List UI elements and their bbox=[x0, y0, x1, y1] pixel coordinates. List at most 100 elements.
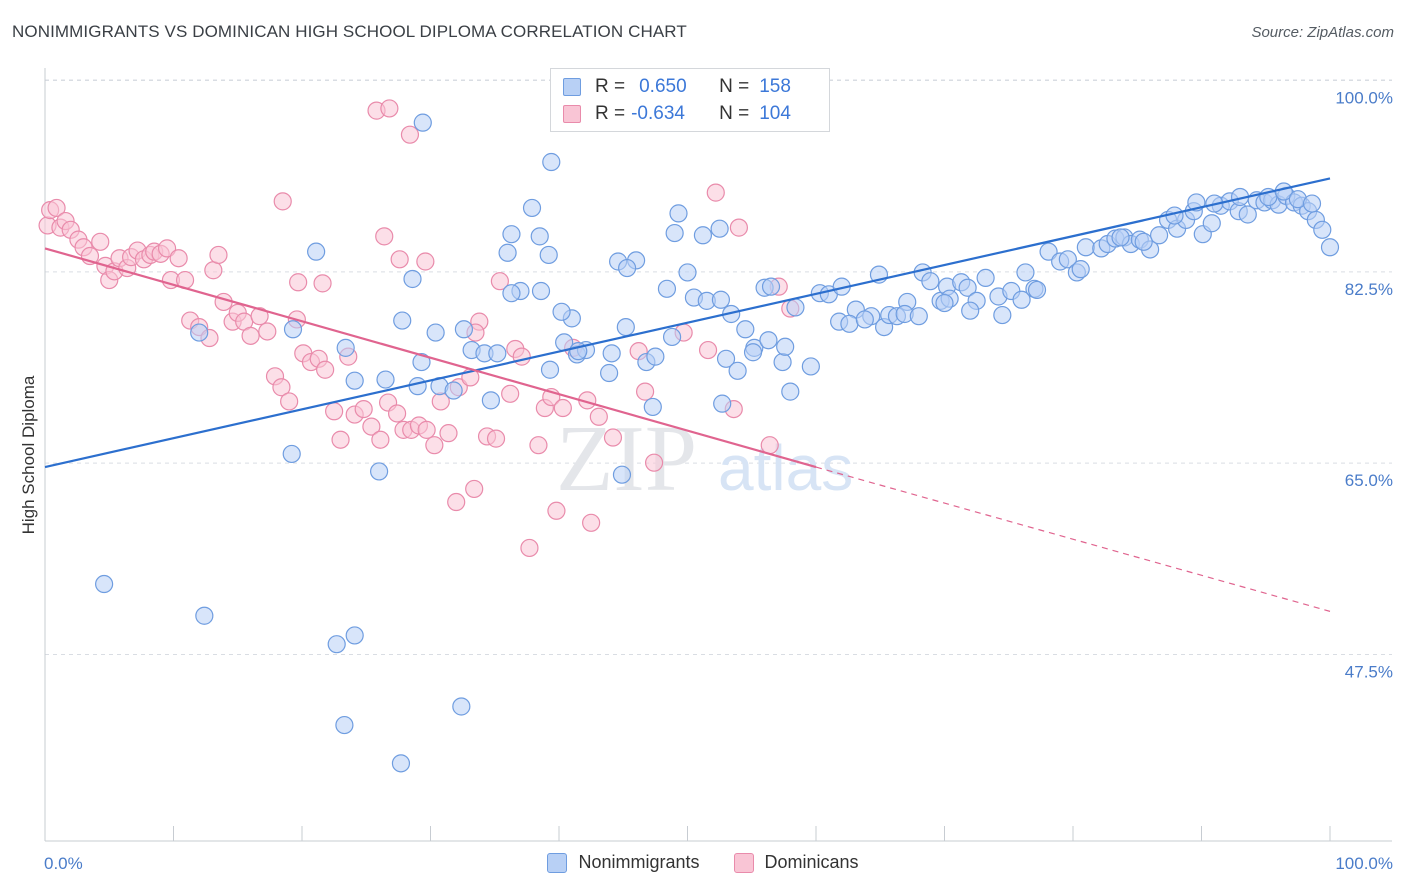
nonimmigrants-point bbox=[716, 349, 736, 368]
nonimmigrants-point bbox=[283, 320, 303, 339]
nonimmigrants-point bbox=[1149, 226, 1169, 245]
nonimmigrants-point bbox=[1134, 232, 1153, 251]
x-tick-label-start: 0.0% bbox=[44, 854, 83, 873]
y-tick-label: 82.5% bbox=[1345, 280, 1393, 299]
nonimmigrants-trend-line bbox=[44, 177, 1331, 469]
nonimmigrants-point bbox=[370, 462, 389, 481]
trend-lines bbox=[44, 177, 1331, 612]
nonimmigrants-point bbox=[1076, 238, 1095, 257]
nonimmigrants-point bbox=[993, 305, 1012, 325]
dominicans-point bbox=[157, 239, 177, 258]
dominicans-point bbox=[400, 125, 420, 144]
legend-r-value: 0.650 bbox=[639, 76, 687, 97]
nonimmigrants-point bbox=[773, 352, 792, 372]
series-legend: Nonimmigrants Dominicans bbox=[0, 852, 1406, 873]
nonimmigrants-point bbox=[710, 219, 729, 238]
dominicans-point bbox=[316, 360, 335, 379]
nonimmigrants-point bbox=[643, 397, 662, 417]
dominicans-point bbox=[250, 307, 269, 326]
dominicans-point bbox=[706, 183, 725, 202]
nonimmigrants-point bbox=[522, 198, 542, 218]
dominicans-point bbox=[272, 378, 291, 397]
nonimmigrants-point bbox=[855, 310, 874, 329]
nonimmigrants-point bbox=[1238, 205, 1257, 224]
watermark-zip: ZIP bbox=[556, 407, 697, 511]
nonimmigrants-point bbox=[786, 298, 805, 317]
legend-row-dominicans: R = -0.634 N = 104 bbox=[563, 102, 791, 126]
legend-n-label: N = bbox=[719, 76, 750, 97]
legend-swatch-pink bbox=[563, 105, 581, 123]
dominicans-point bbox=[486, 429, 506, 448]
nonimmigrants-point bbox=[909, 307, 928, 326]
chart-title: NONIMMIGRANTS VS DOMINICAN HIGH SCHOOL D… bbox=[12, 22, 687, 41]
dominicans-point bbox=[520, 538, 539, 558]
dominicans-trend-extension bbox=[815, 466, 1331, 612]
dominicans-point bbox=[371, 430, 390, 449]
axes bbox=[44, 68, 1392, 842]
legend-r-label: R = bbox=[595, 76, 626, 97]
nonimmigrants-point bbox=[662, 327, 682, 347]
nonimmigrants-point bbox=[728, 361, 747, 380]
nonimmigrants-point bbox=[282, 444, 301, 464]
nonimmigrants-point bbox=[403, 269, 422, 289]
dominicans-point bbox=[447, 492, 466, 512]
nonimmigrants-point bbox=[600, 363, 619, 383]
nonimmigrants-point bbox=[618, 258, 637, 278]
legend-swatch-blue bbox=[563, 78, 581, 96]
dominicans-point bbox=[439, 424, 458, 443]
dominicans-point bbox=[635, 382, 655, 401]
nonimmigrants-point bbox=[669, 204, 688, 223]
dominicans-point bbox=[529, 436, 548, 455]
nonimmigrants-point bbox=[921, 272, 940, 291]
dominicans-point bbox=[589, 407, 608, 426]
nonimmigrants-point bbox=[412, 352, 431, 372]
nonimmigrants-point bbox=[781, 382, 800, 401]
nonimmigrants-point bbox=[1071, 260, 1090, 279]
watermark-atlas: atlas bbox=[718, 432, 853, 504]
dominicans-point bbox=[209, 245, 228, 265]
nonimmigrants-point bbox=[776, 337, 795, 356]
dominicans-point bbox=[325, 402, 344, 421]
nonimmigrants-point bbox=[1111, 228, 1130, 247]
nonimmigrants-point bbox=[657, 279, 677, 298]
nonimmigrants-point bbox=[665, 223, 684, 243]
dominicans-point bbox=[553, 398, 572, 418]
dominicans-point bbox=[729, 218, 749, 237]
nonimmigrants-point bbox=[530, 227, 549, 246]
nonimmigrants-point bbox=[454, 320, 474, 339]
nonimmigrants-point bbox=[612, 465, 632, 484]
nonimmigrants-point bbox=[1202, 214, 1221, 233]
legend-n-label: N = bbox=[719, 103, 750, 124]
dominicans-point bbox=[280, 392, 299, 411]
dominicans-point bbox=[698, 340, 718, 360]
nonimmigrants-point bbox=[327, 635, 346, 654]
nonimmigrants-point bbox=[759, 331, 778, 350]
x-tick-labels: 0.0% 100.0% bbox=[44, 854, 1393, 873]
dominicans-trend-line bbox=[44, 247, 817, 469]
nonimmigrants-point bbox=[444, 381, 463, 400]
dominicans-point bbox=[258, 322, 277, 341]
nonimmigrants-point bbox=[498, 243, 517, 262]
dominicans-point bbox=[547, 501, 566, 520]
y-tick-label: 47.5% bbox=[1345, 663, 1393, 682]
y-tick-labels: 100.0% 82.5% 65.0% 47.5% bbox=[1335, 89, 1393, 682]
nonimmigrants-point bbox=[95, 574, 114, 594]
nonimmigrants-point bbox=[552, 302, 571, 321]
legend-row-nonimmigrants: R = 0.650 N = 158 bbox=[563, 75, 791, 99]
nonimmigrants-point bbox=[1027, 280, 1047, 300]
dominicans-point bbox=[425, 436, 444, 455]
nonimmigrants-point bbox=[452, 697, 471, 716]
nonimmigrants-point bbox=[713, 394, 732, 413]
y-tick-label: 100.0% bbox=[1335, 89, 1393, 108]
nonimmigrants-point bbox=[391, 754, 411, 773]
nonimmigrants-point bbox=[976, 268, 995, 287]
nonimmigrants-point bbox=[1016, 263, 1035, 282]
nonimmigrants-point bbox=[408, 377, 427, 396]
nonimmigrants-point bbox=[761, 277, 781, 296]
dominicans-point bbox=[375, 227, 394, 246]
nonimmigrants-point bbox=[393, 311, 412, 330]
nonimmigrants-point bbox=[540, 360, 560, 379]
x-tick-label-end: 100.0% bbox=[1335, 854, 1393, 873]
dominicans-point bbox=[214, 292, 233, 312]
nonimmigrants-point bbox=[481, 391, 500, 410]
